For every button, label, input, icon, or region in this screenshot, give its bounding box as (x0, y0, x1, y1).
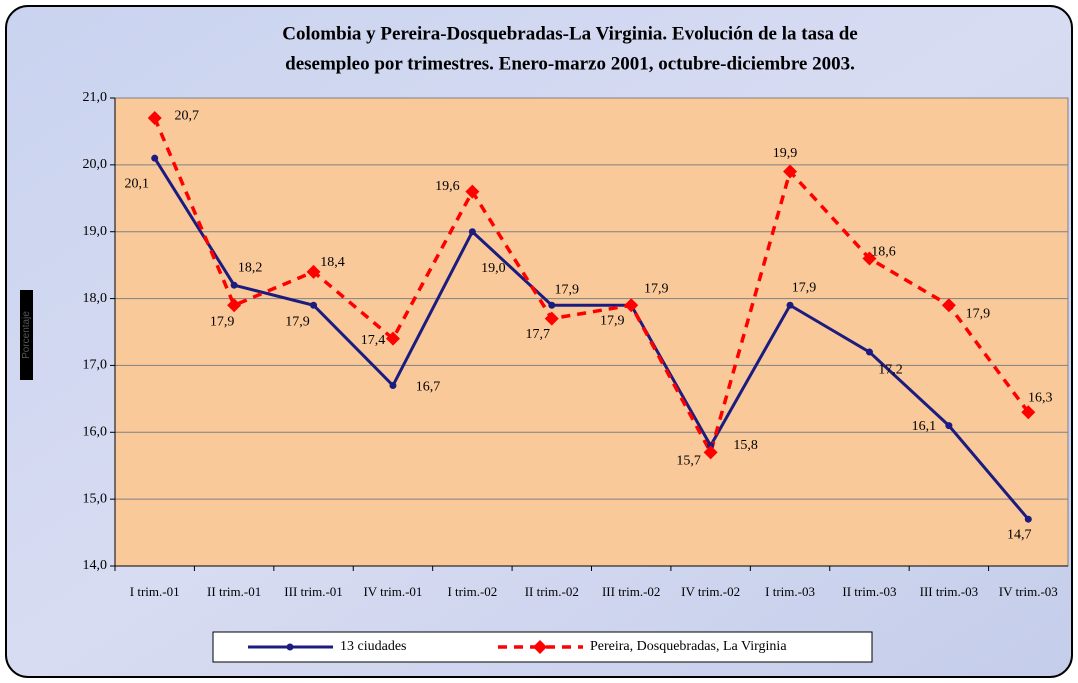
y-tick-label: 19,0 (83, 224, 108, 239)
data-label: 16,1 (912, 419, 937, 434)
point (624, 298, 639, 313)
point (945, 422, 953, 430)
x-tick-label: III trim.-01 (284, 584, 342, 599)
x-tick-label: II trim.-01 (207, 584, 261, 599)
point (783, 164, 798, 179)
plot-area (114, 97, 1069, 567)
y-tick-label: 17,0 (83, 358, 108, 373)
data-label: 18,2 (238, 260, 263, 275)
data-label: 20,1 (124, 176, 149, 191)
legend-marker (533, 640, 547, 654)
data-label: 17,9 (644, 281, 669, 296)
x-tick-label: II trim.-03 (842, 584, 896, 599)
point (147, 111, 162, 126)
data-label: 14,7 (1007, 527, 1032, 542)
point (468, 228, 476, 236)
x-tick-label: I trim.-02 (447, 584, 497, 599)
data-label: 17,7 (526, 327, 551, 342)
data-label: 17,9 (210, 314, 235, 329)
data-label: 17,2 (878, 362, 903, 377)
x-tick-label: IV trim.-02 (681, 584, 740, 599)
y-tick-label: 16,0 (83, 425, 108, 440)
data-label: 19,6 (435, 179, 460, 194)
point (865, 348, 873, 356)
point (544, 311, 559, 326)
y-tick-label: 15,0 (83, 491, 108, 506)
data-label: 16,7 (416, 380, 441, 395)
x-tick-label: IV trim.-03 (999, 584, 1058, 599)
data-label: 18,6 (871, 245, 896, 260)
data-label: 17,9 (555, 282, 580, 297)
data-label: 17,9 (600, 313, 625, 328)
point (230, 281, 238, 289)
series-line (153, 157, 1030, 521)
data-label: 17,9 (792, 280, 817, 295)
point (1021, 405, 1036, 420)
data-label: 20,7 (174, 108, 199, 123)
y-label-box (20, 290, 33, 380)
y-tick-label: 14,0 (83, 558, 108, 573)
data-label: 19,0 (481, 261, 506, 276)
x-tick-label: IV trim.-01 (363, 584, 422, 599)
point (862, 251, 877, 266)
y-axis-label: Porcentaje (21, 311, 32, 359)
data-label: 16,3 (1028, 390, 1053, 405)
data-label: 15,8 (733, 438, 758, 453)
chart-title: Colombia y Pereira-Dosquebradas-La Virgi… (282, 23, 857, 44)
data-label: 15,7 (676, 454, 701, 469)
point (941, 298, 956, 313)
point (465, 184, 480, 199)
point (151, 154, 159, 162)
point (548, 301, 556, 309)
legend-label: Pereira, Dosquebradas, La Virginia (590, 639, 787, 654)
x-tick-label: II trim.-02 (525, 584, 579, 599)
data-label: 17,4 (361, 333, 386, 348)
series-line (153, 117, 1030, 457)
data-label: 17,9 (966, 306, 991, 321)
point (786, 301, 794, 309)
x-tick-label: I trim.-01 (130, 584, 180, 599)
x-tick-label: I trim.-03 (765, 584, 815, 599)
data-label: 18,4 (320, 255, 345, 270)
data-label: 19,9 (773, 146, 798, 161)
x-tick-label: III trim.-03 (920, 584, 978, 599)
y-tick-label: 18,0 (83, 291, 108, 306)
legend-label: 13 ciudades (340, 639, 406, 654)
data-label: 17,9 (285, 314, 310, 329)
chart-title: desempleo por trimestres. Enero-marzo 20… (285, 53, 855, 74)
point (1024, 515, 1032, 523)
y-tick-label: 21,0 (83, 90, 108, 105)
point (310, 301, 318, 309)
point (306, 264, 321, 279)
y-tick-label: 20,0 (83, 157, 108, 172)
x-tick-label: III trim.-02 (602, 584, 660, 599)
point (227, 298, 242, 313)
point (389, 381, 397, 389)
legend-marker (286, 643, 294, 651)
point (385, 331, 400, 346)
point (703, 445, 718, 460)
